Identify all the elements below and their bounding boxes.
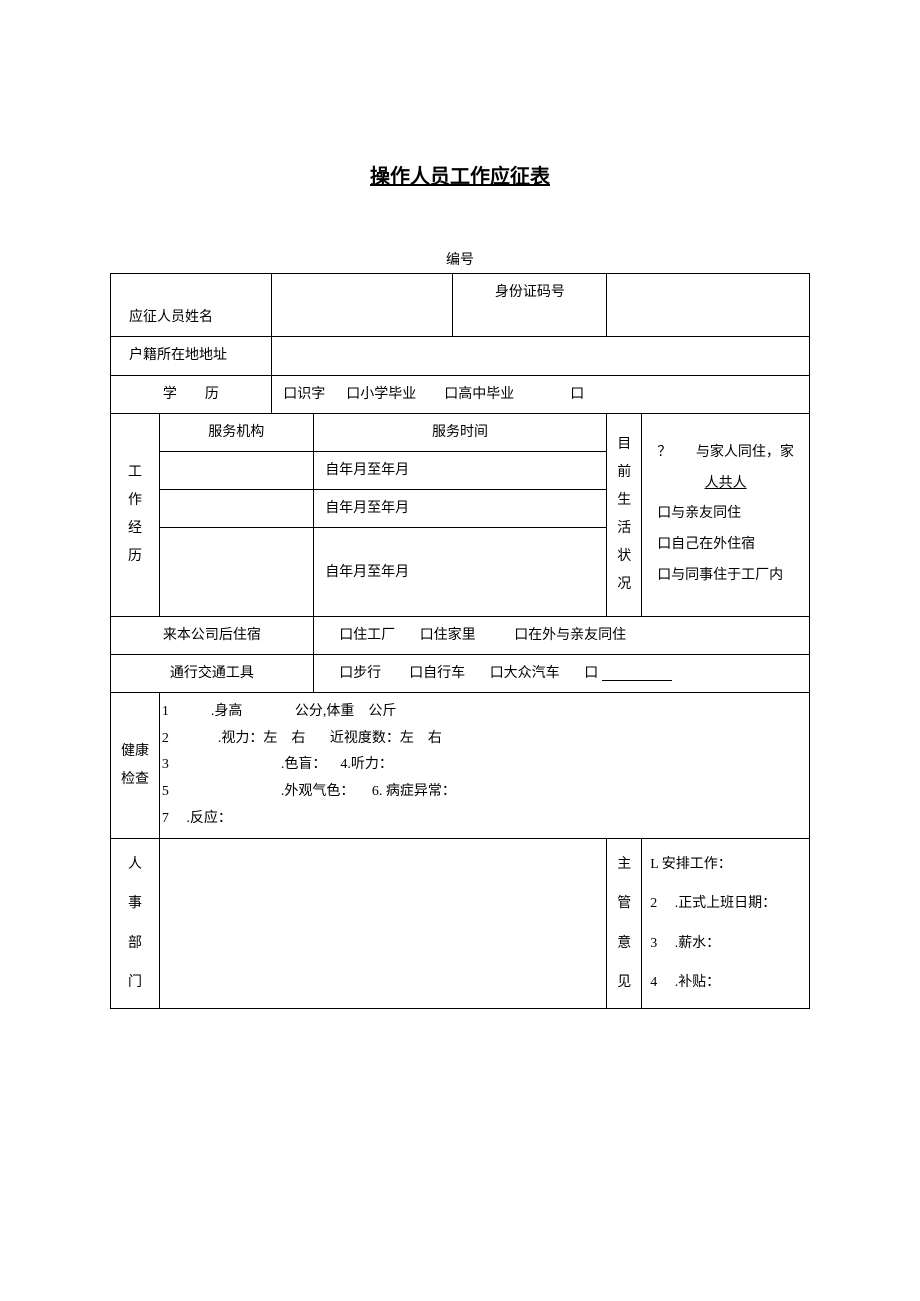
- checkbox-bus[interactable]: 口大众汽车: [490, 666, 560, 681]
- checkbox-house-relatives[interactable]: 口在外与亲友同住: [514, 628, 626, 643]
- field-applicant-name[interactable]: [271, 274, 453, 337]
- label-applicant-name: 应征人员姓名: [111, 274, 272, 337]
- field-living-status[interactable]: ？ 与家人同住，家 人共人 口与亲友同住 口自己在外住宿 口与同事住于工厂内: [642, 413, 810, 616]
- field-address[interactable]: [271, 337, 809, 375]
- label-living-status: 目前生活状况: [607, 413, 642, 616]
- checkbox-other-edu[interactable]: 口: [570, 387, 584, 402]
- application-form-table: 应征人员姓名 身份证码号 户籍所在地地址 学 历 口识字 口小学毕业 口高中毕业…: [110, 273, 810, 1009]
- field-education[interactable]: 口识字 口小学毕业 口高中毕业 口: [271, 375, 809, 413]
- field-org-2[interactable]: [159, 490, 313, 528]
- field-org-3[interactable]: [159, 528, 313, 617]
- checkbox-bicycle[interactable]: 口自行车: [409, 666, 465, 681]
- label-education: 学 历: [111, 375, 272, 413]
- label-transport: 通行交通工具: [111, 655, 314, 693]
- checkbox-house-home[interactable]: 口住家里: [420, 628, 476, 643]
- field-period-1[interactable]: 自年月至年月: [313, 451, 607, 489]
- field-housing-after[interactable]: 口住工厂 口住家里 口在外与亲友同住: [313, 616, 809, 654]
- label-address: 户籍所在地地址: [111, 337, 272, 375]
- checkbox-house-factory[interactable]: 口住工厂: [339, 628, 395, 643]
- field-org-1[interactable]: [159, 451, 313, 489]
- checkbox-walk[interactable]: 口步行: [339, 666, 381, 681]
- label-housing-after: 来本公司后住宿: [111, 616, 314, 654]
- checkbox-live-outside[interactable]: 口自己在外住宿: [657, 537, 755, 552]
- checkbox-live-relatives[interactable]: 口与亲友同住: [657, 506, 741, 521]
- field-transport[interactable]: 口步行 口自行车 口大众汽车 口: [313, 655, 809, 693]
- checkbox-live-factory[interactable]: 口与同事住于工厂内: [657, 568, 783, 583]
- label-hr-dept: 人事部门: [111, 839, 160, 1009]
- label-work-history: 工作经历: [111, 413, 160, 616]
- field-period-3[interactable]: 自年月至年月: [313, 528, 607, 617]
- page-title: 操作人员工作应征表: [110, 160, 810, 189]
- header-service-org: 服务机构: [159, 413, 313, 451]
- label-id-number: 身份证码号: [453, 274, 607, 337]
- label-health-check: 健康检查: [111, 693, 160, 839]
- field-id-number[interactable]: [607, 274, 810, 337]
- header-service-time: 服务时间: [313, 413, 607, 451]
- checkbox-primary[interactable]: 口小学毕业: [346, 387, 416, 402]
- field-period-2[interactable]: 自年月至年月: [313, 490, 607, 528]
- field-manager-opinion[interactable]: L 安排工作： 2 .正式上班日期： 3 .薪水： 4 .补贴：: [642, 839, 810, 1009]
- field-hr-dept[interactable]: [159, 839, 606, 1009]
- serial-number-label: 编号: [110, 249, 810, 269]
- label-manager-opinion: 主管意见: [607, 839, 642, 1009]
- checkbox-highschool[interactable]: 口高中毕业: [444, 387, 514, 402]
- field-health-check[interactable]: 1 .身高 公分,体重 公斤 2 .视力：左 右 近视度数：左 右 3 .色盲：: [159, 693, 809, 839]
- checkbox-literate[interactable]: 口识字: [283, 387, 325, 402]
- checkbox-transport-other[interactable]: 口: [584, 666, 598, 681]
